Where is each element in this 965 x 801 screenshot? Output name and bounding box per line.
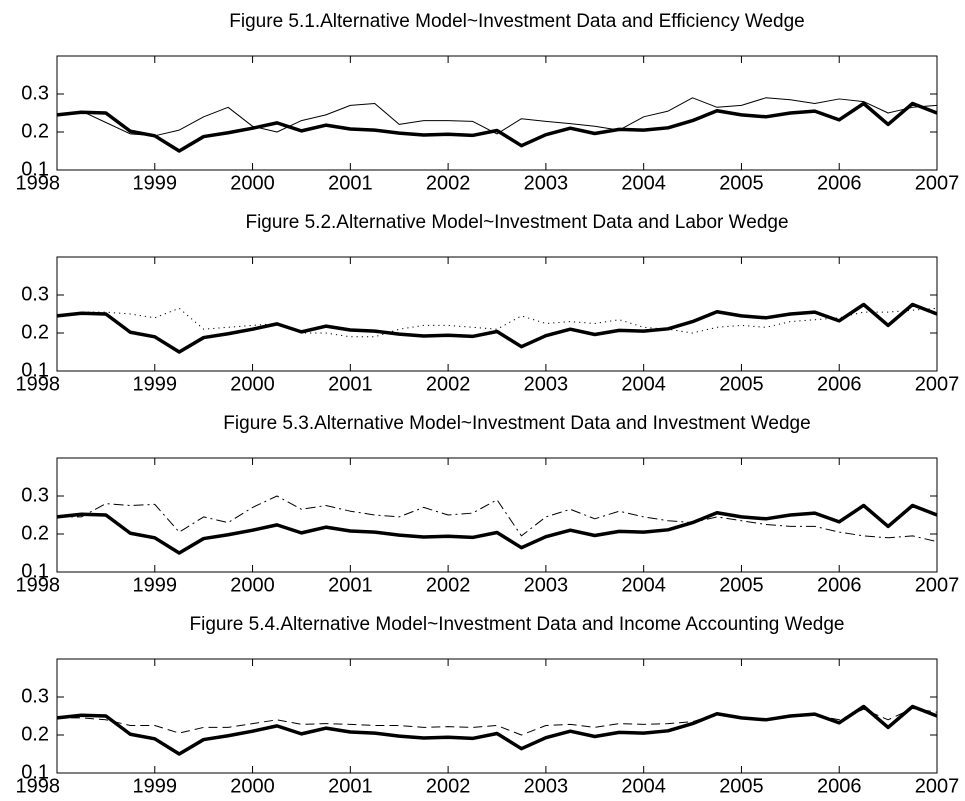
x-tick-label: 2007 bbox=[915, 172, 960, 194]
panel-title: Figure 5.3.Alternative Model~Investment … bbox=[223, 413, 810, 434]
panel-title: Figure 5.4.Alternative Model~Investment … bbox=[190, 614, 845, 635]
x-tick-label: 2001 bbox=[328, 172, 373, 194]
y-tick-label: 0.3 bbox=[21, 82, 49, 104]
y-tick-label: 0.3 bbox=[21, 283, 49, 305]
x-tick-label: 2004 bbox=[621, 172, 666, 194]
y-tick-label: 0.1 bbox=[21, 560, 49, 582]
x-tick-label: 1999 bbox=[133, 775, 178, 797]
x-tick-label: 2002 bbox=[426, 775, 471, 797]
x-tick-label: 2007 bbox=[915, 574, 960, 596]
x-tick-label: 2000 bbox=[230, 172, 275, 194]
x-tick-label: 2006 bbox=[817, 373, 862, 395]
series-line bbox=[57, 707, 938, 736]
x-tick-label: 2003 bbox=[524, 373, 569, 395]
x-tick-label: 2006 bbox=[817, 574, 862, 596]
x-tick-label: 2004 bbox=[621, 574, 666, 596]
series-line bbox=[56, 307, 938, 338]
x-tick-label: 1999 bbox=[133, 373, 178, 395]
y-tick-label: 0.2 bbox=[21, 321, 49, 343]
x-tick-label: 2005 bbox=[719, 373, 764, 395]
x-tick-label: 2002 bbox=[426, 574, 471, 596]
x-tick-label: 2004 bbox=[621, 775, 666, 797]
y-tick-label: 0.1 bbox=[21, 359, 49, 381]
y-tick-label: 0.1 bbox=[21, 761, 49, 783]
x-tick-label: 2000 bbox=[230, 775, 275, 797]
x-tick-label: 2005 bbox=[719, 574, 764, 596]
x-tick-label: 1999 bbox=[133, 574, 178, 596]
series-line bbox=[57, 495, 938, 543]
x-tick-label: 2003 bbox=[524, 574, 569, 596]
x-tick-label: 2001 bbox=[328, 373, 373, 395]
x-tick-label: 1999 bbox=[133, 172, 178, 194]
x-tick-label: 1998 bbox=[16, 172, 61, 194]
x-tick-label: 1998 bbox=[16, 775, 61, 797]
y-tick-label: 0.2 bbox=[21, 120, 49, 142]
x-tick-label: 2000 bbox=[230, 574, 275, 596]
series-line bbox=[56, 503, 938, 555]
x-tick-label: 2002 bbox=[426, 373, 471, 395]
series-line bbox=[56, 704, 938, 756]
y-tick-label: 0.1 bbox=[21, 158, 49, 180]
y-tick-label: 0.2 bbox=[21, 522, 49, 544]
x-tick-label: 2006 bbox=[817, 172, 862, 194]
x-tick-label: 2001 bbox=[328, 574, 373, 596]
series-line bbox=[56, 101, 938, 153]
series-line bbox=[56, 97, 938, 137]
y-tick-label: 0.2 bbox=[21, 723, 49, 745]
x-tick-label: 2000 bbox=[230, 373, 275, 395]
series-line bbox=[56, 302, 938, 354]
panel-title: Figure 5.1.Alternative Model~Investment … bbox=[229, 11, 804, 32]
panel-title: Figure 5.2.Alternative Model~Investment … bbox=[245, 212, 788, 233]
y-tick-label: 0.3 bbox=[21, 685, 49, 707]
x-tick-label: 1998 bbox=[16, 574, 61, 596]
x-tick-label: 2002 bbox=[426, 172, 471, 194]
x-tick-label: 2004 bbox=[621, 373, 666, 395]
x-tick-label: 2007 bbox=[915, 775, 960, 797]
x-tick-label: 2001 bbox=[328, 775, 373, 797]
x-tick-label: 2005 bbox=[719, 172, 764, 194]
x-tick-label: 2006 bbox=[817, 775, 862, 797]
y-tick-label: 0.3 bbox=[21, 484, 49, 506]
x-tick-label: 2007 bbox=[915, 373, 960, 395]
x-tick-label: 1998 bbox=[16, 373, 61, 395]
x-tick-label: 2005 bbox=[719, 775, 764, 797]
x-tick-label: 2003 bbox=[524, 172, 569, 194]
x-tick-label: 2003 bbox=[524, 775, 569, 797]
